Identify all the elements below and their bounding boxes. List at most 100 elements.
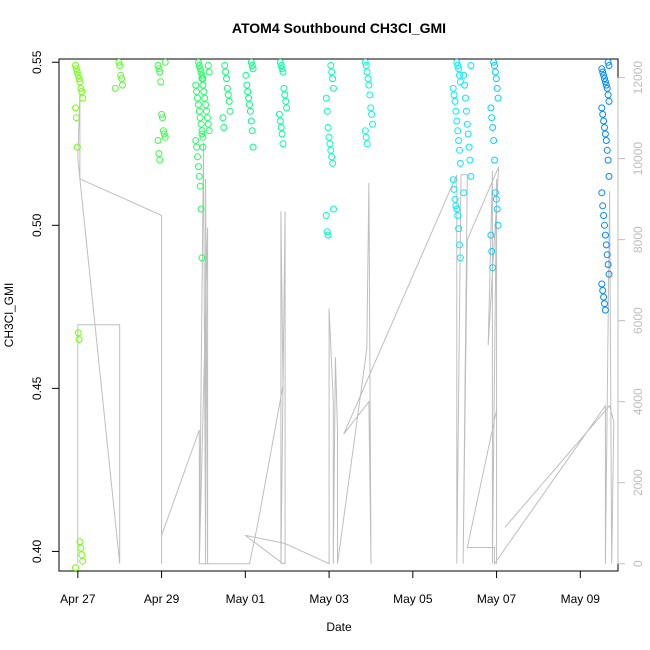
data-point [456, 241, 463, 249]
data-point [456, 78, 464, 86]
y2-tick-label: 12000 [631, 61, 645, 95]
data-point [117, 71, 125, 79]
data-point [599, 287, 607, 294]
data-point [75, 75, 83, 83]
data-point [223, 75, 230, 83]
data-point [323, 228, 331, 236]
data-point [323, 107, 331, 115]
data-point [598, 65, 606, 73]
data-point [277, 124, 285, 131]
data-point [601, 231, 609, 239]
data-point [492, 195, 500, 203]
data-point [467, 62, 475, 69]
data-point [456, 159, 464, 167]
data-point [322, 212, 330, 219]
y2-tick-label: 4000 [631, 388, 645, 415]
data-point [220, 124, 228, 131]
data-point [450, 185, 458, 193]
data-point [154, 137, 162, 144]
data-point [369, 120, 376, 128]
data-point [225, 97, 233, 105]
data-point [158, 110, 166, 118]
y-axis-left: 0.40 0.45 0.50 0.55 [30, 50, 60, 563]
data-point [74, 71, 82, 79]
data-point [248, 127, 256, 135]
data-point [605, 62, 613, 69]
ch3cl-points [72, 58, 613, 572]
data-point [243, 81, 251, 89]
data-point [329, 159, 337, 167]
data-point [198, 254, 206, 262]
data-point [604, 58, 612, 66]
data-point [111, 84, 119, 92]
data-point [453, 205, 461, 213]
data-point [196, 65, 204, 73]
data-point [280, 84, 288, 92]
data-point [118, 75, 126, 83]
data-point [195, 172, 203, 180]
data-point [197, 205, 205, 213]
data-point [490, 137, 498, 144]
data-point [72, 104, 79, 112]
data-point [601, 130, 609, 138]
data-point [199, 133, 207, 141]
data-point [491, 68, 499, 76]
data-point [599, 68, 607, 76]
data-point [598, 104, 606, 112]
data-point [465, 143, 473, 151]
data-point [453, 117, 461, 125]
data-point [157, 78, 165, 86]
data-point [328, 153, 336, 161]
data-point [247, 117, 255, 125]
data-point [194, 94, 201, 102]
data-point [78, 551, 86, 559]
data-point [602, 81, 610, 89]
data-point [205, 68, 213, 76]
y2-tick-label: 6000 [631, 307, 645, 334]
y2-tick-label: 0 [631, 560, 645, 567]
data-point [201, 94, 209, 102]
data-point [605, 172, 613, 180]
data-point [489, 124, 497, 131]
data-point [488, 247, 496, 255]
data-point [242, 71, 250, 79]
y2-tick-label: 2000 [631, 469, 645, 496]
data-point [605, 270, 613, 278]
y-axis-label: CH3Cl_GMI [2, 283, 16, 348]
data-point [204, 62, 212, 69]
data-point [249, 143, 257, 151]
x-tick-label: Apr 29 [144, 592, 180, 606]
data-point [72, 62, 79, 69]
data-point [198, 71, 206, 79]
x-tick-label: May 09 [561, 592, 601, 606]
data-point [155, 150, 163, 158]
data-point [494, 94, 502, 102]
data-point [367, 104, 375, 112]
data-point [192, 137, 200, 144]
data-point [599, 110, 607, 118]
data-point [200, 88, 208, 96]
data-point [78, 88, 86, 96]
y2-tick-label: 8000 [631, 226, 645, 253]
data-point [603, 146, 611, 154]
y-tick-label: 0.55 [30, 50, 44, 74]
data-point [327, 62, 335, 69]
data-point [361, 127, 369, 135]
data-point [604, 156, 612, 164]
data-point [453, 58, 461, 66]
data-point [454, 212, 462, 219]
altitude-series [77, 93, 615, 566]
data-point [155, 65, 163, 73]
data-point [604, 261, 612, 268]
data-point [159, 114, 166, 122]
data-point [463, 120, 471, 128]
data-point [197, 68, 205, 76]
data-point [245, 94, 253, 102]
data-point [282, 97, 290, 105]
data-point [79, 557, 87, 565]
data-point [603, 84, 611, 92]
data-point [494, 221, 502, 229]
data-point [362, 62, 370, 69]
data-point [362, 133, 370, 141]
data-point [202, 101, 210, 109]
